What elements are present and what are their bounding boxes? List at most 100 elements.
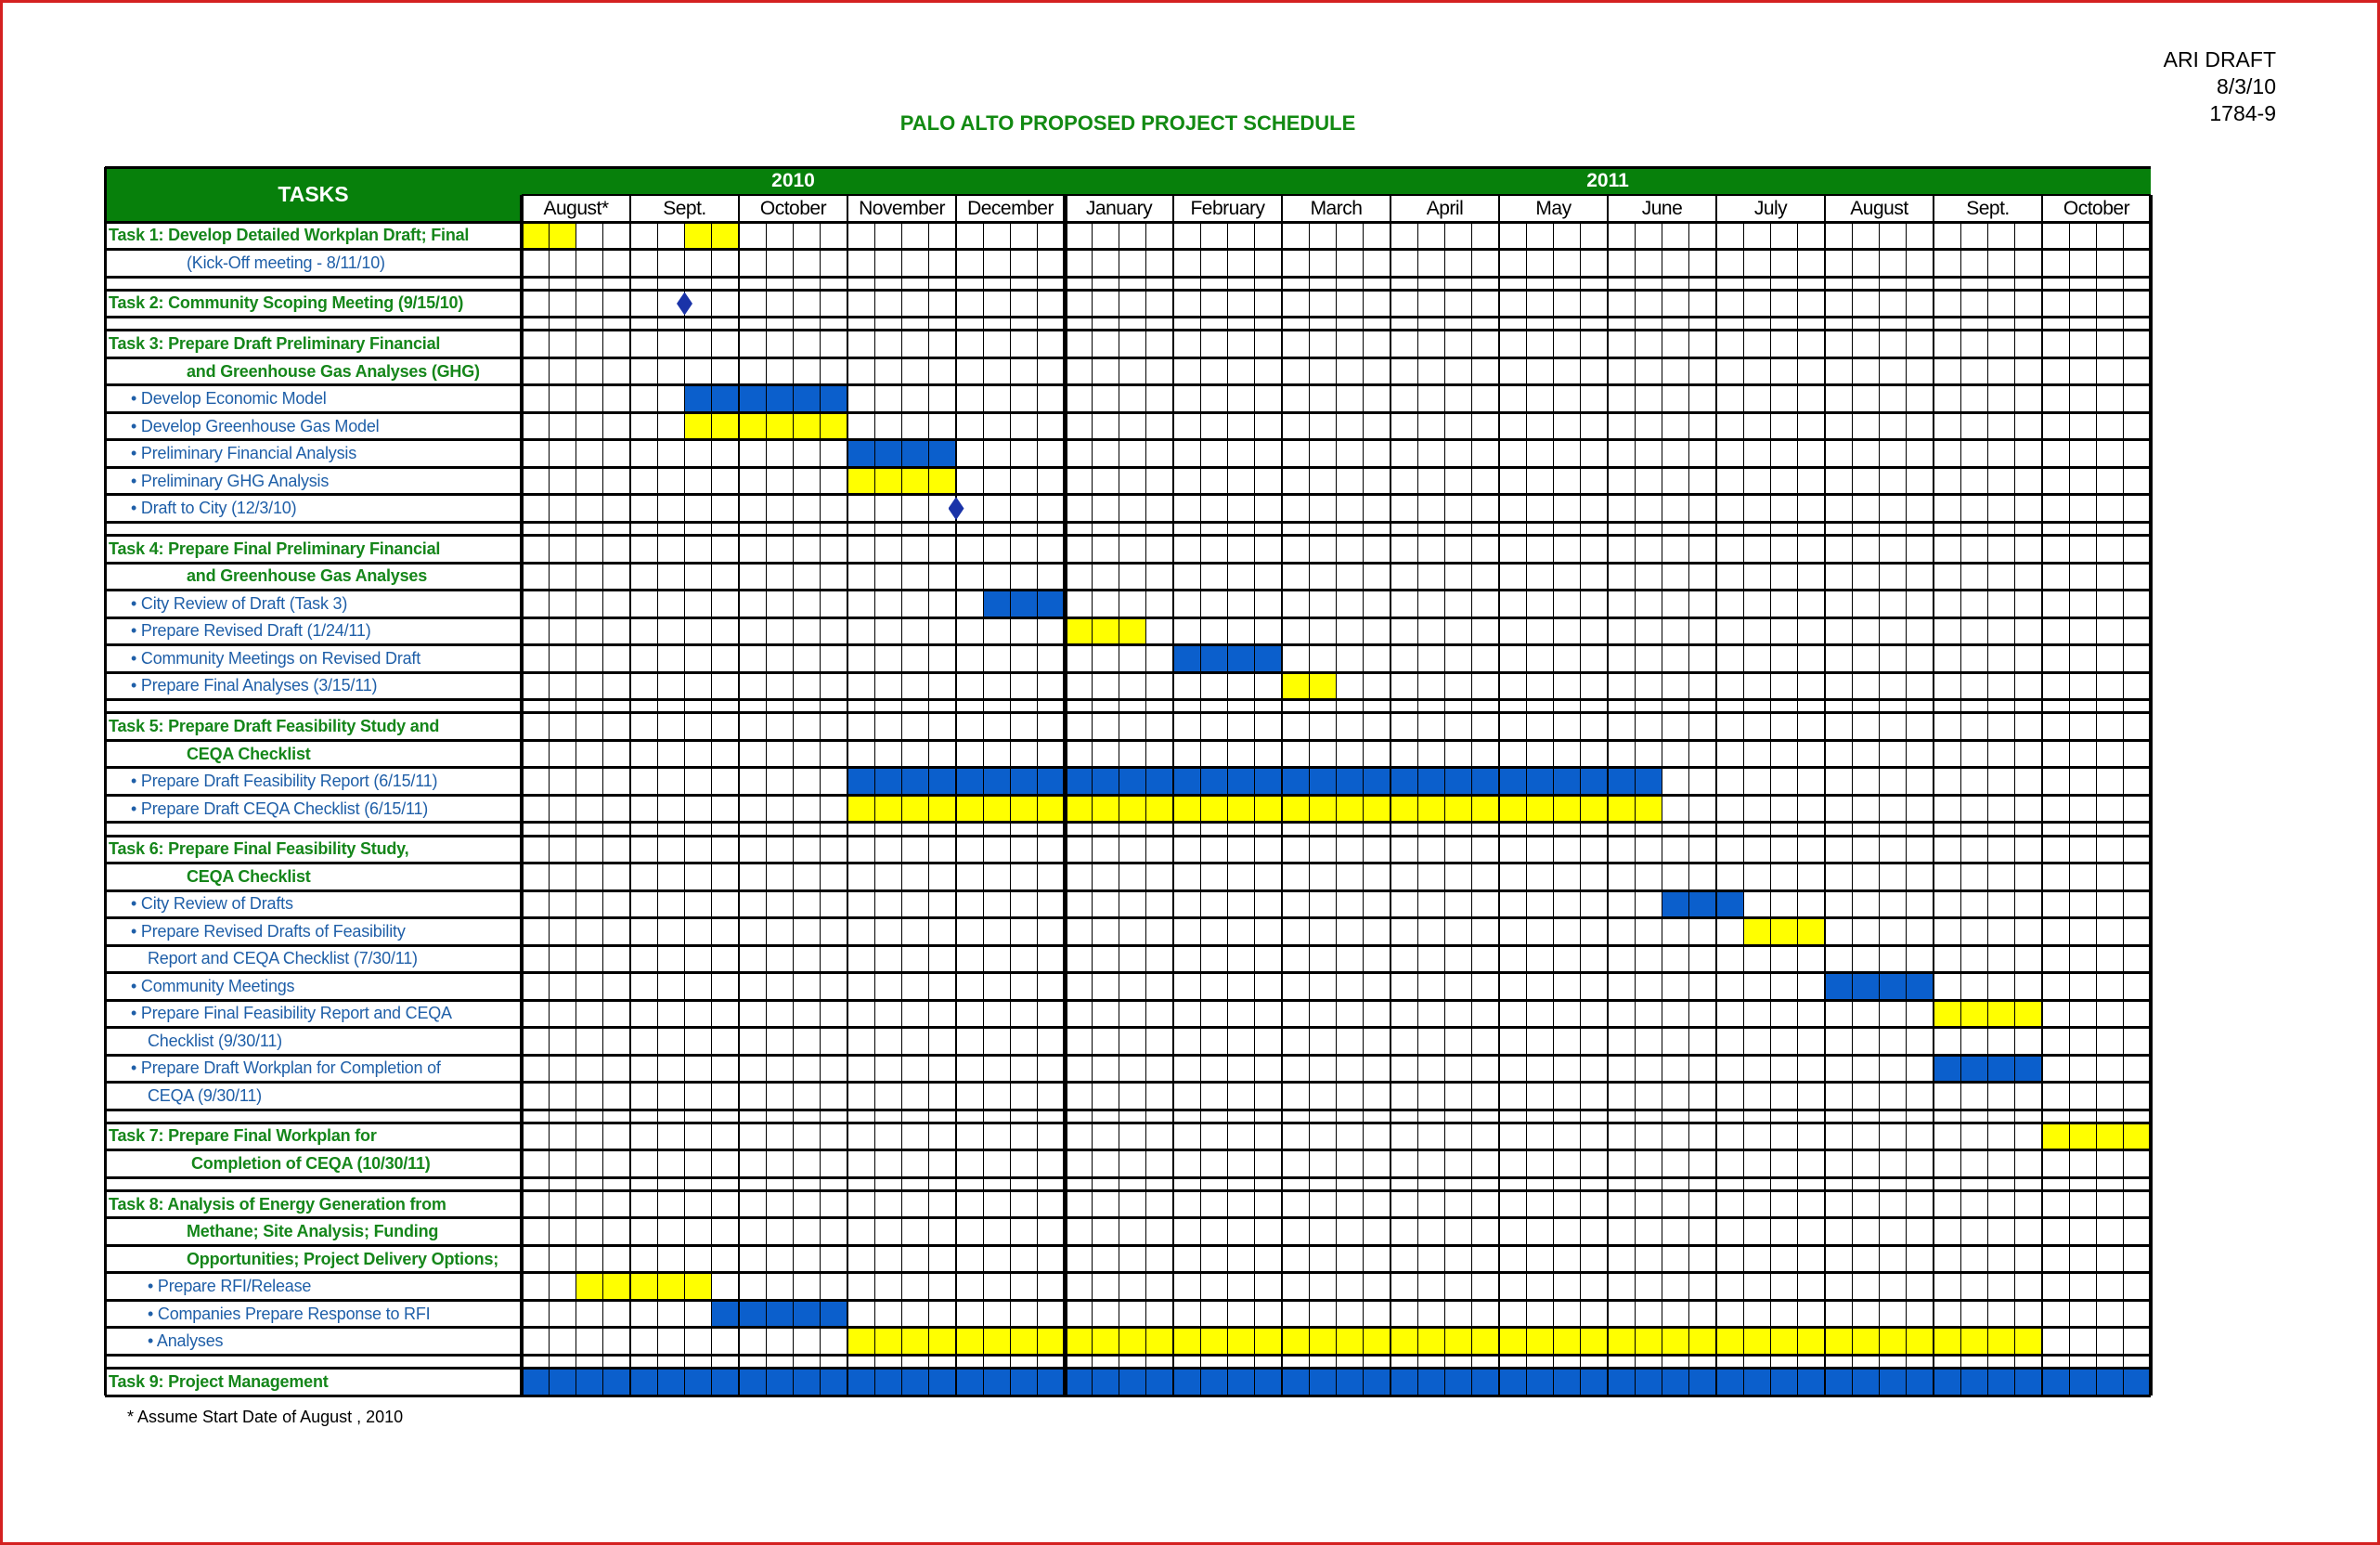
month-header: June — [1641, 197, 1683, 219]
task-label: Task 4: Prepare Final Preliminary Financ… — [109, 539, 441, 558]
project-number: 1784-9 — [2209, 101, 2276, 125]
grid-line-horizontal — [105, 943, 2151, 947]
grid-line-horizontal — [105, 438, 2151, 442]
grid-line-vertical — [2123, 222, 2125, 1396]
subtask-label: • Preliminary Financial Analysis — [131, 444, 356, 463]
subtask-label: • Analyses — [148, 1331, 224, 1351]
subtask-label: • Prepare Revised Drafts of Feasibility — [131, 921, 406, 941]
grid-line-horizontal — [105, 998, 2151, 1002]
draft-label: ARI DRAFT — [2163, 47, 2276, 71]
task-label: Task 7: Prepare Final Workplan for — [109, 1126, 377, 1146]
subtask-label: • Prepare Final Feasibility Report and C… — [131, 1004, 452, 1023]
grid-line-horizontal — [105, 711, 2151, 715]
grid-line-vertical — [928, 222, 930, 1396]
subtask-label: • Community Meetings on Revised Draft — [131, 648, 421, 668]
grid-line-vertical — [820, 222, 821, 1396]
grid-line-horizontal — [105, 1053, 2151, 1057]
grid-line-horizontal — [105, 316, 2151, 319]
draft-info: ARI DRAFT 8/3/10 1784-9 — [2164, 46, 2276, 127]
schedule-bar-blue — [711, 1300, 847, 1328]
grid-line-vertical — [982, 222, 984, 1396]
task-label: CEQA Checklist — [187, 866, 311, 886]
grid-line-horizontal — [522, 194, 2151, 196]
grid-line-vertical — [2095, 222, 2098, 1396]
grid-line-vertical — [683, 222, 686, 1396]
month-header: January — [1085, 197, 1153, 219]
month-header: April — [1426, 197, 1464, 219]
grid-line-horizontal — [105, 561, 2151, 565]
schedule-bar-yellow — [1065, 617, 1146, 645]
grid-line-vertical — [1742, 222, 1744, 1396]
grid-line-vertical — [1878, 222, 1881, 1396]
task-label: Completion of CEQA (10/30/11) — [191, 1153, 431, 1173]
subtask-label: • Preliminary GHG Analysis — [131, 471, 330, 490]
subtask-label: Report and CEQA Checklist (7/30/11) — [148, 949, 418, 968]
task-label: Task 5: Prepare Draft Feasibility Study … — [109, 717, 440, 736]
grid-line-vertical — [1769, 222, 1772, 1396]
grid-line-horizontal — [105, 534, 2151, 538]
grid-line-horizontal — [105, 1271, 2151, 1275]
subtask-label: • Prepare Final Analyses (3/15/11) — [131, 676, 378, 695]
subtask-label: • Draft to City (12/3/10) — [131, 499, 297, 518]
grid-line-horizontal — [105, 383, 2151, 387]
grid-line-horizontal — [105, 916, 2151, 919]
subtask-label: • Prepare Draft Workplan for Completion … — [131, 1058, 441, 1078]
grid-line-vertical — [1335, 222, 1338, 1396]
month-header: August* — [543, 197, 609, 219]
task-label: Task 3: Prepare Draft Preliminary Financ… — [109, 334, 441, 354]
grid-line-vertical — [1416, 222, 1418, 1396]
task-label: Task 9: Project Management — [109, 1371, 329, 1391]
grid-line-vertical — [900, 222, 903, 1396]
month-header: November — [859, 197, 945, 219]
grid-line-vertical — [1851, 222, 1853, 1396]
grid-line-vertical — [1906, 222, 1908, 1396]
grid-line-horizontal — [105, 862, 2151, 864]
grid-line-horizontal — [105, 971, 2151, 974]
grid-line-vertical — [1580, 222, 1582, 1396]
grid-line-vertical — [1254, 222, 1256, 1396]
grid-line-horizontal — [105, 670, 2151, 674]
subtask-label: • Prepare Draft Feasibility Report (6/15… — [131, 772, 438, 791]
grid-line-horizontal — [105, 643, 2151, 647]
task-label: Task 8: Analysis of Energy Generation fr… — [109, 1194, 446, 1214]
subtask-label: • Develop Greenhouse Gas Model — [131, 416, 380, 435]
grid-line-vertical — [1797, 222, 1799, 1396]
grid-line-horizontal — [105, 1081, 2151, 1084]
grid-line-vertical — [765, 222, 767, 1396]
month-header: October — [759, 197, 827, 219]
grid-line-horizontal — [105, 738, 2151, 742]
grid-line-horizontal — [105, 356, 2151, 359]
subtask-label: • Prepare Revised Draft (1/24/11) — [131, 621, 371, 641]
grid-line-horizontal — [105, 465, 2151, 469]
month-header: July — [1753, 197, 1788, 219]
grid-line-horizontal — [105, 248, 2151, 251]
grid-line-horizontal — [105, 220, 2151, 224]
subtask-label: • Prepare Draft CEQA Checklist (6/15/11) — [131, 798, 429, 818]
grid-line-horizontal — [105, 793, 2151, 797]
grid-line-horizontal — [105, 1216, 2151, 1220]
month-header: August — [1850, 197, 1908, 219]
grid-line-vertical — [548, 222, 550, 1396]
grid-line-horizontal — [105, 1298, 2151, 1302]
grid-line-vertical — [1688, 222, 1690, 1396]
grid-line-vertical — [1443, 222, 1446, 1396]
task-label: Task 6: Prepare Final Feasibility Study, — [109, 839, 409, 859]
subtask-label: • Companies Prepare Response to RFI — [148, 1304, 431, 1323]
grid-line-horizontal — [105, 1175, 2151, 1179]
draft-date: 8/3/10 — [2217, 74, 2276, 98]
grid-line-vertical — [602, 222, 604, 1396]
grid-line-vertical — [1226, 222, 1229, 1396]
task-label: Opportunities; Project Delivery Options; — [187, 1249, 499, 1268]
month-header: Sept. — [663, 197, 706, 219]
year-header: 2010 — [522, 167, 1065, 195]
grid-line-vertical — [1037, 222, 1039, 1396]
grid-line-vertical — [1199, 222, 1201, 1396]
grid-line-horizontal — [105, 275, 2151, 279]
grid-line-vertical — [1308, 222, 1310, 1396]
grid-line-vertical — [1552, 222, 1555, 1396]
grid-line-vertical — [1091, 222, 1093, 1396]
grid-line-vertical — [1471, 222, 1473, 1396]
page-title: PALO ALTO PROPOSED PROJECT SCHEDULE — [899, 111, 1356, 135]
grid-line-horizontal — [105, 1394, 2151, 1397]
